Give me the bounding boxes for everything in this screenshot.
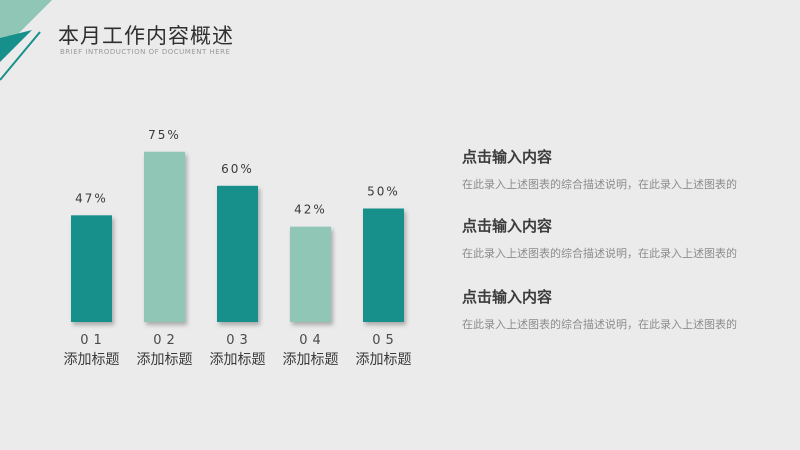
bar-5 (363, 208, 404, 322)
bar-number: 04 (299, 333, 326, 348)
text-block-2: 点击输入内容 在此录入上述图表的综合描述说明，在此录入上述图表的 (462, 215, 772, 261)
bar-number: 01 (80, 333, 107, 348)
corner-decoration (0, 0, 52, 81)
category-label: 添加标题 (210, 352, 266, 368)
bar-3 (217, 185, 258, 322)
page-title: 本月工作内容概述 (58, 24, 234, 48)
block-description[interactable]: 在此录入上述图表的综合描述说明，在此录入上述图表的 (462, 318, 737, 331)
text-block-1: 点击输入内容 在此录入上述图表的综合描述说明，在此录入上述图表的 (462, 146, 772, 192)
value-label: 42% (294, 203, 327, 217)
block-heading[interactable]: 点击输入内容 (462, 288, 553, 306)
value-label: 60% (221, 162, 254, 176)
bar-number: 05 (372, 333, 399, 348)
category-label: 添加标题 (137, 352, 193, 368)
text-block-3: 点击输入内容 在此录入上述图表的综合描述说明，在此录入上述图表的 (462, 286, 772, 332)
value-label: 75% (148, 128, 181, 142)
bar-4 (290, 226, 331, 322)
bar-2 (144, 151, 185, 322)
value-label: 50% (367, 185, 400, 199)
value-label: 47% (75, 191, 108, 205)
bar-number: 02 (153, 333, 180, 348)
block-heading[interactable]: 点击输入内容 (462, 217, 553, 235)
bar-chart: 47% 01 添加标题 75% 02 添加标题 60% 03 添加标题 42% 04 添加标题 50% 0… (64, 128, 412, 368)
block-description[interactable]: 在此录入上述图表的综合描述说明，在此录入上述图表的 (462, 178, 737, 191)
bar-1 (71, 215, 112, 322)
block-heading[interactable]: 点击输入内容 (462, 148, 553, 166)
bar-number: 03 (226, 333, 253, 348)
category-label: 添加标题 (283, 352, 339, 368)
page-subtitle: BRIEF INTRODUCTION OF DOCUMENT HERE (60, 48, 231, 56)
block-description[interactable]: 在此录入上述图表的综合描述说明，在此录入上述图表的 (462, 247, 737, 260)
corner-line (0, 31, 41, 81)
category-label: 添加标题 (356, 352, 412, 368)
category-label: 添加标题 (64, 352, 120, 368)
corner-dark-stripe (0, 30, 32, 62)
